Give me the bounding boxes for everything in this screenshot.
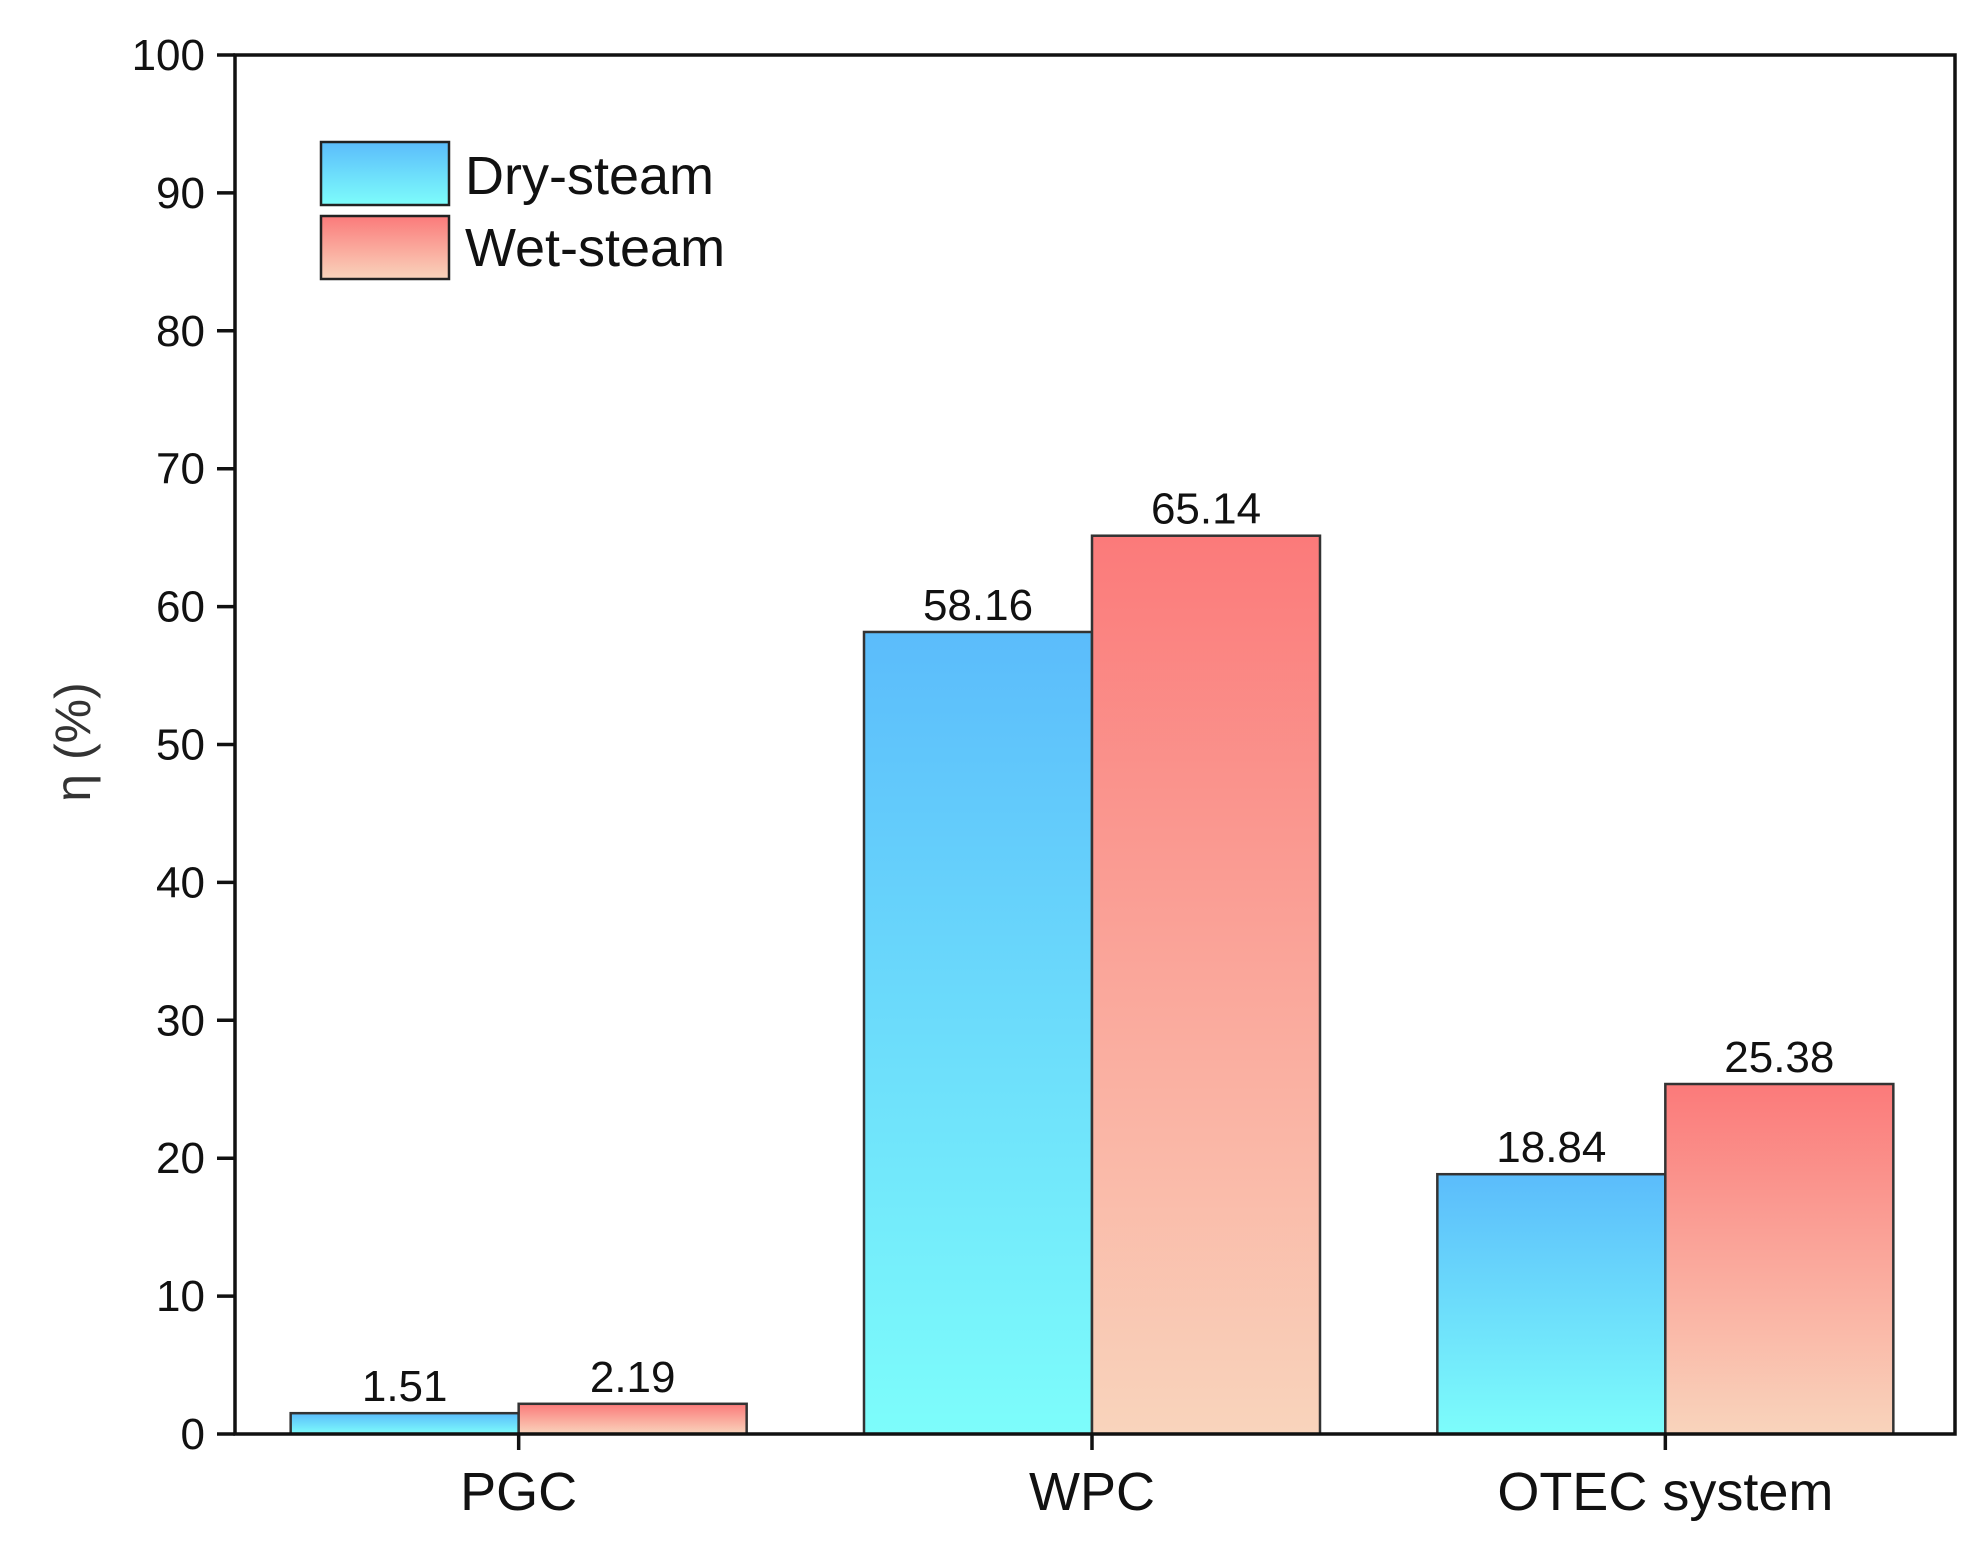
- bar-dry-steam-1: [862, 630, 1094, 1436]
- bar-dry-steam-0: [289, 1411, 520, 1436]
- y-tick-label: 90: [156, 169, 205, 218]
- y-tick-label: 70: [156, 445, 205, 494]
- bar-wet-steam-0: [517, 1402, 748, 1436]
- value-label-wet-steam-2: 25.38: [1724, 1033, 1834, 1082]
- value-label-wet-steam-0: 2.19: [590, 1353, 676, 1402]
- bar-dry-steam-2: [1436, 1172, 1667, 1436]
- legend-swatch-dry-steam: [319, 140, 451, 207]
- value-labels: 1.51 2.19 58.16 65.14 18.84 25.38: [362, 485, 1835, 1411]
- y-tick-label: 60: [156, 583, 205, 632]
- bar-wet-steam-1: [1090, 534, 1322, 1436]
- y-tick-label: 20: [156, 1134, 205, 1183]
- legend: Dry-steam Wet-steam: [319, 140, 725, 281]
- y-tick-label: 50: [156, 721, 205, 770]
- plot-area-frame: [233, 53, 1957, 1436]
- value-label-dry-steam-0: 1.51: [362, 1362, 448, 1411]
- x-tick-label: WPC: [1029, 1462, 1155, 1522]
- bars-group: [289, 534, 1895, 1436]
- value-label-dry-steam-1: 58.16: [923, 581, 1033, 630]
- legend-label-wet-steam: Wet-steam: [465, 218, 725, 278]
- y-tick-label: 100: [132, 31, 205, 80]
- x-tick-label: PGC: [460, 1462, 577, 1522]
- value-label-wet-steam-1: 65.14: [1151, 485, 1261, 534]
- y-tick-label: 30: [156, 996, 205, 1045]
- x-tick-label: OTEC system: [1497, 1462, 1833, 1522]
- x-axis: PGC WPC OTEC system: [460, 1434, 1833, 1522]
- bar-wet-steam-2: [1664, 1082, 1895, 1436]
- legend-label-dry-steam: Dry-steam: [465, 146, 714, 206]
- y-axis: 0 10 20 30 40 50 60 70 80 90 100: [132, 31, 235, 1459]
- legend-swatch-wet-steam: [319, 214, 451, 281]
- y-tick-label: 10: [156, 1272, 205, 1321]
- y-tick-label: 0: [181, 1410, 205, 1459]
- y-axis-title: η (%): [45, 682, 101, 801]
- value-label-dry-steam-2: 18.84: [1496, 1123, 1606, 1172]
- y-tick-label: 40: [156, 858, 205, 907]
- y-tick-label: 80: [156, 307, 205, 356]
